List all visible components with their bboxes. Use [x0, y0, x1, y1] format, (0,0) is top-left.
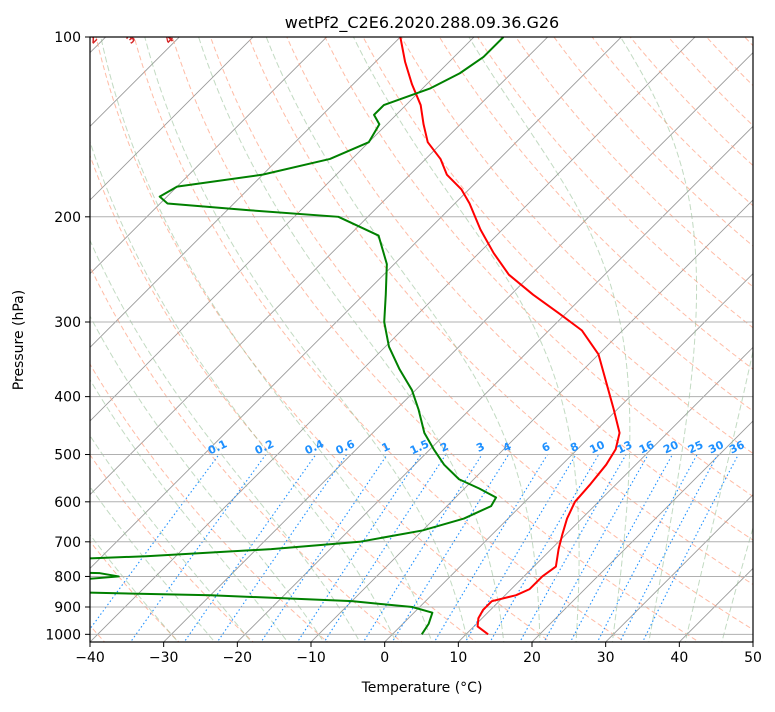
x-tick-label: −30: [149, 650, 179, 666]
y-tick-label: 100: [54, 30, 81, 46]
moist-adiabat-line: [90, 485, 216, 642]
mixing-ratio-line: [433, 454, 548, 642]
mixing-ratio-label: 16: [637, 438, 657, 456]
dewpoint-profile-line: [90, 37, 505, 635]
mixing-ratio-line: [90, 454, 220, 630]
y-tick-label: 700: [54, 535, 81, 551]
isotherm-line: [90, 37, 622, 569]
dry-adiabat-line: [324, 37, 753, 498]
mixing-ratio-line: [183, 454, 317, 642]
mixing-ratio-line: [362, 454, 483, 642]
isotherm-line: [531, 420, 753, 642]
plot-frame: [89, 36, 754, 643]
dry-adiabat-label: 40: [162, 26, 182, 46]
isotherm-line: [90, 37, 549, 496]
pressure-grid: [90, 37, 753, 635]
x-tick-label: 20: [523, 650, 541, 666]
temperature-profile-line: [399, 37, 621, 636]
dry-adiabat-line: [171, 37, 700, 642]
mixing-ratio-line: [464, 454, 577, 642]
dry-adiabat-line: [209, 37, 753, 631]
dry-adiabat-label: 30: [124, 26, 144, 46]
moist-adiabat-line: [265, 37, 541, 642]
mixing-ratio-label: 13: [615, 438, 634, 456]
mixing-ratio-label: 25: [686, 438, 705, 456]
mixing-ratio-label: 20: [661, 438, 681, 456]
chart-title: wetPf2_C2E6.2020.288.09.36.G26: [285, 13, 559, 33]
mixing-ratio-line: [619, 454, 719, 642]
moist-adiabat-line: [468, 37, 631, 642]
moist-adiabat-line: [90, 434, 252, 642]
dry-adiabat-line: [90, 540, 180, 642]
moist-adiabat-line: [100, 37, 433, 642]
x-tick-label: −10: [296, 650, 326, 666]
isotherm-line: [605, 494, 753, 642]
mixing-ratio-label: 36: [727, 438, 747, 456]
isotherm-line: [90, 37, 401, 348]
x-tick-label: 0: [380, 650, 389, 666]
x-tick-label: 50: [744, 650, 762, 666]
dry-adiabat-line: [248, 37, 753, 586]
mixing-ratio-line: [296, 454, 422, 642]
background-lines: [90, 37, 753, 642]
isotherm-line: [384, 273, 753, 642]
line-labels: 0.10.20.40.611.52346810131620253036−100−…: [86, 26, 747, 457]
x-axis-label: Temperature (°C): [361, 680, 483, 696]
dry-adiabat-line: [133, 37, 626, 642]
isotherm-line: [90, 37, 475, 422]
mixing-ratio-line: [216, 454, 348, 642]
isotherm-line: [90, 37, 328, 275]
dry-adiabat-line: [362, 37, 753, 455]
mixing-ratio-line: [569, 454, 673, 642]
dry-adiabat-line: [438, 37, 753, 370]
moist-adiabat-line: [90, 239, 361, 642]
x-tick-label: −40: [75, 650, 105, 666]
isotherm-line: [163, 52, 753, 642]
mixing-ratio-line: [596, 454, 698, 642]
y-axis-label: Pressure (hPa): [11, 290, 27, 390]
y-tick-label: 400: [54, 390, 81, 406]
isotherm-line: [90, 37, 696, 642]
mixing-ratio-label: 10: [588, 438, 608, 456]
moist-adiabat-line: [620, 37, 698, 642]
y-tick-label: 900: [54, 600, 81, 616]
y-tick-label: 800: [54, 569, 81, 585]
x-tick-label: −20: [223, 650, 253, 666]
dry-adiabat-line: [90, 154, 477, 642]
y-tick-label: 500: [54, 448, 81, 464]
mixing-ratio-line: [260, 454, 388, 642]
dry-adiabat-line: [90, 453, 254, 642]
dry-adiabat-label: 20: [86, 26, 106, 46]
mixing-ratio-label: 30: [706, 438, 726, 456]
moist-adiabat-line: [90, 378, 289, 642]
mixing-ratio-line: [391, 454, 510, 642]
x-tick-label: 40: [670, 650, 688, 666]
x-tick-label: 10: [449, 650, 467, 666]
y-tick-label: 200: [54, 210, 81, 226]
dry-adiabat-line: [90, 363, 329, 642]
profile-lines: [90, 37, 621, 636]
axes: −40 −30 −20 −10 0 10 20 30 40 50 100 200 300 400 500 60…: [45, 30, 762, 666]
moist-adiabat-line: [144, 37, 469, 642]
moist-adiabat-line: [90, 533, 179, 642]
isotherm-line: [310, 199, 753, 642]
y-tick-label: 300: [54, 315, 81, 331]
mixing-ratio-line: [129, 454, 267, 642]
isotherm-line: [90, 37, 254, 201]
dry-adiabat-line: [286, 37, 753, 541]
y-tick-label: 600: [54, 495, 81, 511]
x-tick-label: 30: [597, 650, 615, 666]
mixing-ratio-line: [323, 454, 447, 642]
y-tick-label: 1000: [45, 627, 81, 643]
